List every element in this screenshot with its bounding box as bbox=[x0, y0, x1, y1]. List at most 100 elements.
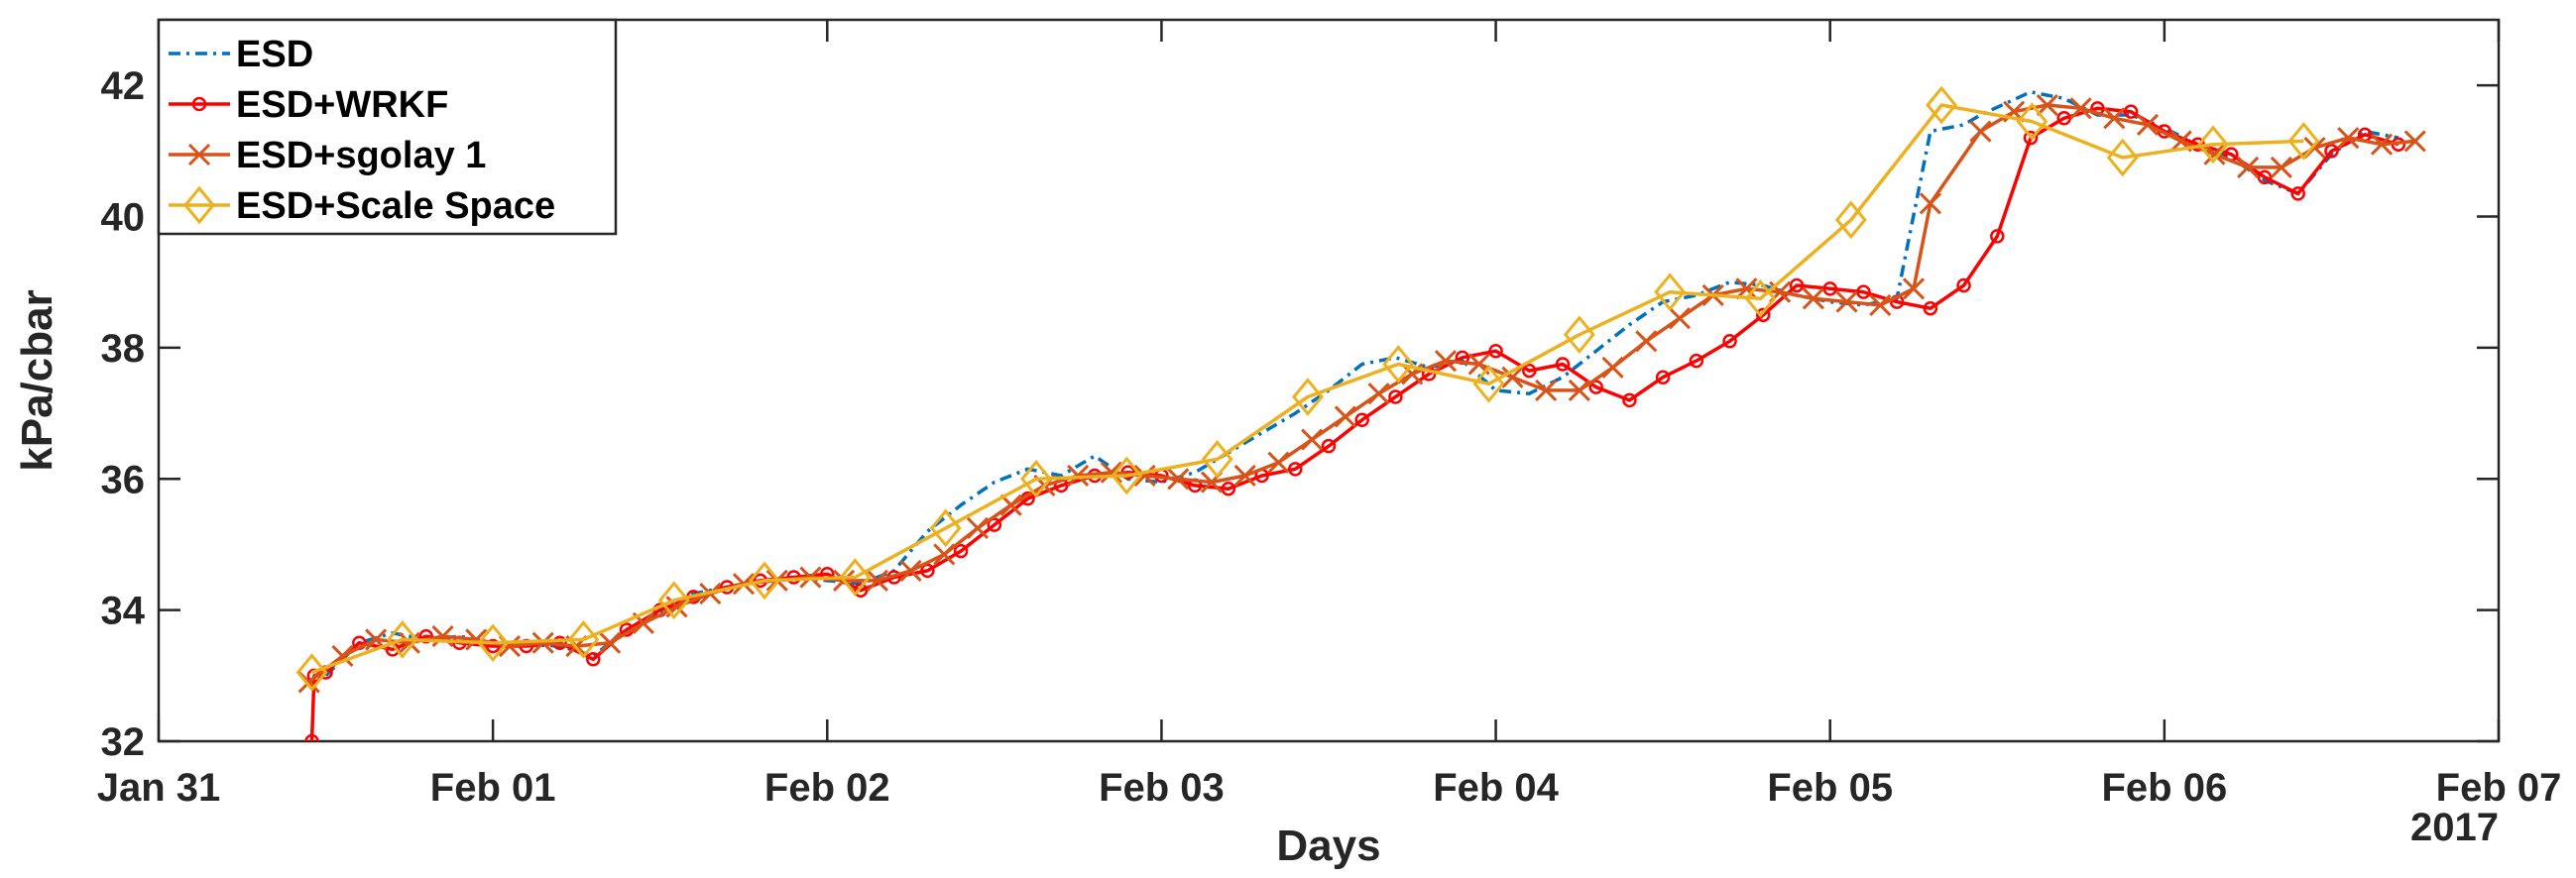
legend-marker bbox=[191, 96, 207, 112]
legend-marker bbox=[183, 185, 215, 225]
series-layer bbox=[295, 85, 2426, 741]
legend-marker bbox=[187, 143, 211, 166]
data-point bbox=[295, 653, 328, 692]
data-point bbox=[899, 559, 922, 582]
data-point bbox=[1367, 383, 1390, 405]
data-point bbox=[1167, 468, 1190, 491]
series-esd bbox=[324, 90, 2400, 678]
series-line-esd-sgolay-1 bbox=[307, 103, 2415, 684]
data-point bbox=[1501, 366, 1524, 388]
y-tick-label: 34 bbox=[101, 590, 146, 633]
data-point bbox=[1655, 370, 1671, 384]
data-point bbox=[1288, 462, 1303, 477]
legend-label: ESD+sgolay 1 bbox=[236, 135, 486, 176]
data-point bbox=[1472, 364, 1505, 403]
data-point bbox=[1822, 281, 1837, 296]
legend-box bbox=[157, 18, 618, 236]
data-point bbox=[2069, 97, 2092, 120]
data-point bbox=[2123, 104, 2139, 119]
data-point bbox=[1568, 379, 1590, 401]
data-point bbox=[1388, 389, 1403, 404]
data-point bbox=[531, 631, 554, 654]
data-point bbox=[1201, 440, 1233, 479]
data-point bbox=[386, 620, 418, 659]
legend-item-esd: ESD bbox=[169, 34, 313, 75]
data-point bbox=[1735, 277, 1758, 300]
data-point bbox=[1111, 456, 1143, 495]
data-point bbox=[2403, 130, 2426, 153]
x-tick-label: Feb 03 bbox=[1099, 766, 1225, 810]
data-point bbox=[1926, 85, 1958, 125]
data-point bbox=[1956, 277, 1971, 293]
series-line-esd-scale-space bbox=[310, 103, 2304, 675]
data-point bbox=[586, 652, 601, 667]
data-point bbox=[2290, 186, 2305, 201]
data-point bbox=[2106, 138, 2139, 177]
data-point bbox=[398, 631, 420, 654]
data-point bbox=[599, 631, 622, 654]
data-point bbox=[853, 583, 869, 599]
data-point bbox=[304, 733, 319, 741]
data-point bbox=[2337, 127, 2360, 150]
data-point bbox=[2370, 133, 2394, 156]
data-point bbox=[1635, 330, 1658, 353]
data-point bbox=[1434, 350, 1458, 373]
y-axis-label: kPa/cbar bbox=[13, 289, 61, 471]
data-point bbox=[1488, 343, 1503, 359]
y-tick-label: 40 bbox=[101, 196, 146, 240]
data-point bbox=[1990, 229, 2005, 244]
x-tick-label: Jan 31 bbox=[97, 766, 221, 810]
data-point bbox=[920, 563, 935, 579]
data-point bbox=[1267, 451, 1290, 474]
legend-item-esd-scale-space: ESD+Scale Space bbox=[169, 185, 555, 227]
data-point bbox=[1588, 380, 1603, 394]
data-point bbox=[1969, 120, 1992, 143]
data-point bbox=[1301, 428, 1324, 451]
data-point bbox=[1067, 464, 1090, 488]
data-point bbox=[1133, 464, 1156, 488]
data-point bbox=[1291, 378, 1324, 416]
data-point bbox=[485, 638, 501, 654]
data-point bbox=[987, 517, 1002, 532]
data-point bbox=[1756, 307, 1771, 323]
data-point bbox=[2103, 107, 2126, 130]
data-point bbox=[1563, 315, 1595, 355]
data-point bbox=[1601, 356, 1624, 379]
data-point bbox=[1802, 287, 1824, 310]
x-tick-label: Feb 07 bbox=[2436, 766, 2562, 810]
data-point bbox=[2287, 122, 2320, 161]
data-point bbox=[2197, 125, 2229, 165]
x-axis-ticks: Jan 31 Feb 01 Feb 02 Feb 03 Feb 04 Feb 05 Feb … bbox=[97, 20, 2562, 810]
data-point bbox=[1919, 192, 1941, 215]
data-point bbox=[1522, 363, 1537, 379]
data-point bbox=[1835, 290, 1858, 313]
data-point bbox=[1555, 357, 1571, 372]
data-point bbox=[1923, 300, 1938, 316]
data-point bbox=[1321, 438, 1337, 454]
x-tick-label: Feb 06 bbox=[2101, 766, 2227, 810]
x-tick-label: Feb 04 bbox=[1433, 766, 1559, 810]
y-axis-ticks: 32 34 36 38 40 42 bbox=[101, 64, 2499, 764]
x-axis-label: Days bbox=[1276, 822, 1380, 870]
data-point bbox=[1834, 200, 1867, 240]
data-point bbox=[1382, 345, 1415, 384]
y-tick-label: 36 bbox=[101, 458, 146, 501]
legend-label: ESD+WRKF bbox=[236, 84, 448, 126]
data-point bbox=[418, 628, 433, 644]
x-axis-year-label: 2017 bbox=[2410, 806, 2499, 849]
data-point bbox=[1722, 334, 1737, 349]
data-point bbox=[1654, 273, 1687, 312]
data-point bbox=[2203, 143, 2226, 165]
data-point bbox=[839, 558, 872, 597]
data-point bbox=[953, 543, 969, 559]
data-point bbox=[1689, 353, 1704, 369]
series-esd-scale-space bbox=[295, 85, 2320, 692]
data-point bbox=[1744, 278, 1777, 318]
data-point bbox=[1668, 307, 1692, 330]
data-point bbox=[2270, 156, 2292, 178]
data-point bbox=[749, 561, 781, 601]
data-point bbox=[1354, 412, 1369, 427]
legend-label: ESD+Scale Space bbox=[236, 185, 555, 227]
data-point bbox=[999, 494, 1022, 516]
